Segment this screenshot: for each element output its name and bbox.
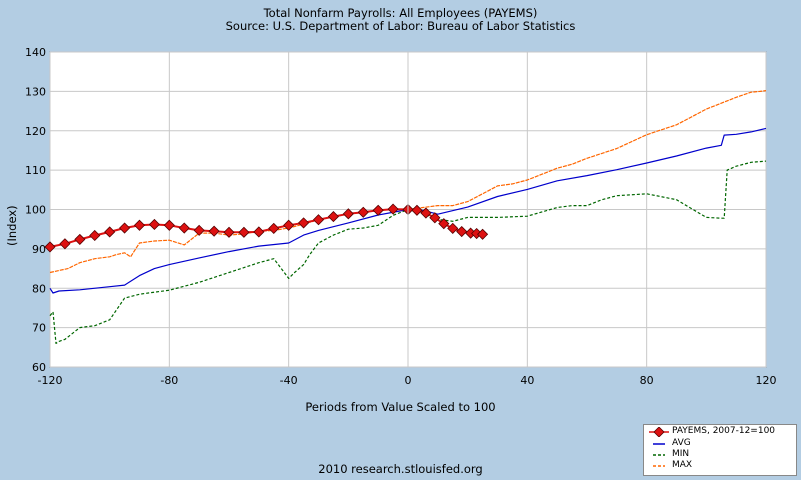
chart-footer: 2010 research.stlouisfed.org <box>318 462 483 476</box>
data-point-payems <box>89 229 101 242</box>
legend-label-avg: AVG <box>672 438 691 448</box>
chart-legend: PAYEMS, 2007-12=100 AVG MIN MAX <box>643 424 797 476</box>
data-point-payems <box>372 204 384 216</box>
data-point-payems <box>268 222 280 234</box>
data-point-payems <box>59 238 71 250</box>
legend-item-avg: AVG <box>644 438 796 449</box>
y-tick-label: 60 <box>32 361 46 374</box>
legend-item-payems: PAYEMS, 2007-12=100 <box>644 426 796 437</box>
series-line-min <box>49 160 767 344</box>
data-point-payems <box>387 203 399 215</box>
data-point-payems <box>429 212 441 224</box>
data-point-payems <box>238 226 250 238</box>
legend-swatch-min <box>653 454 665 456</box>
legend-swatch-avg <box>653 443 665 445</box>
data-point-payems <box>74 233 86 245</box>
x-tick-label: -120 <box>38 374 63 387</box>
y-tick-label: 70 <box>32 322 46 335</box>
data-point-payems <box>104 226 116 238</box>
data-point-payems <box>148 218 160 231</box>
data-point-payems <box>119 222 131 234</box>
y-tick-label: 110 <box>25 164 46 177</box>
data-point-payems <box>447 222 459 234</box>
data-point-payems <box>208 225 220 237</box>
x-axis-label: Periods from Value Scaled to 100 <box>305 400 496 414</box>
x-tick-label: 40 <box>520 374 534 387</box>
y-tick-label: 80 <box>32 282 46 295</box>
legend-swatch-payems <box>649 427 669 437</box>
data-point-payems <box>411 204 423 216</box>
x-tick-label: 80 <box>640 374 654 387</box>
series-line-max <box>49 90 767 274</box>
x-tick-label: -80 <box>160 374 178 387</box>
data-point-payems <box>342 208 354 220</box>
data-point-payems <box>298 217 310 229</box>
data-point-payems <box>178 222 190 234</box>
data-point-payems <box>477 228 489 240</box>
legend-item-max: MAX <box>644 460 796 471</box>
y-tick-label: 90 <box>32 243 46 256</box>
y-tick-label: 100 <box>25 204 46 217</box>
x-tick-label: 120 <box>756 374 777 387</box>
data-point-payems <box>357 206 369 218</box>
data-point-payems <box>312 214 325 226</box>
data-point-payems <box>44 241 56 253</box>
data-point-payems <box>438 218 450 230</box>
data-point-payems <box>327 211 339 223</box>
y-tick-label: 140 <box>25 46 46 59</box>
legend-item-min: MIN <box>644 449 796 460</box>
legend-swatch-max <box>653 465 665 467</box>
legend-label-min: MIN <box>672 449 690 459</box>
data-point-payems <box>163 219 175 231</box>
data-point-payems <box>283 219 295 231</box>
series-line-payems <box>49 208 483 248</box>
y-axis-label: (Index) <box>5 205 19 246</box>
x-tick-label: -40 <box>280 374 298 387</box>
data-point-payems <box>133 219 146 231</box>
x-tick-label: 0 <box>405 374 412 387</box>
legend-label-max: MAX <box>672 460 693 470</box>
data-point-payems <box>456 225 468 238</box>
data-point-payems <box>253 226 265 238</box>
chart-title: Total Nonfarm Payrolls: All Employees (P… <box>263 6 538 20</box>
y-tick-label: 130 <box>25 85 46 98</box>
data-point-payems <box>223 226 235 238</box>
data-point-payems <box>420 207 432 219</box>
data-point-payems <box>193 224 205 236</box>
y-tick-label: 120 <box>25 125 46 138</box>
legend-label-payems: PAYEMS, 2007-12=100 <box>672 426 776 436</box>
chart-subtitle: Source: U.S. Department of Labor: Bureau… <box>225 19 576 33</box>
